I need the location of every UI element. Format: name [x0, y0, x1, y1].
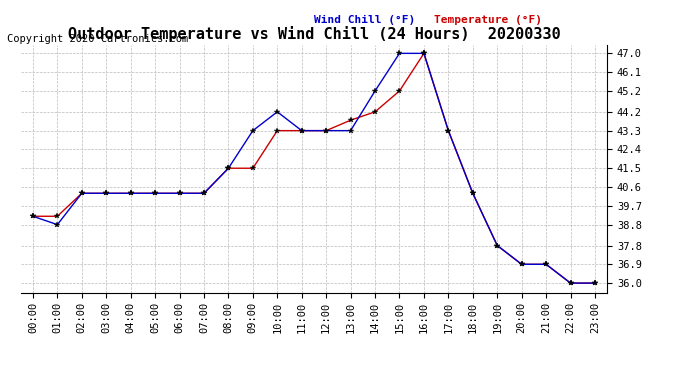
Text: Temperature (°F): Temperature (°F) — [434, 15, 542, 25]
Title: Outdoor Temperature vs Wind Chill (24 Hours)  20200330: Outdoor Temperature vs Wind Chill (24 Ho… — [68, 27, 560, 42]
Text: Wind Chill (°F): Wind Chill (°F) — [314, 15, 415, 25]
Text: Copyright 2020 Cartronics.com: Copyright 2020 Cartronics.com — [7, 34, 188, 44]
